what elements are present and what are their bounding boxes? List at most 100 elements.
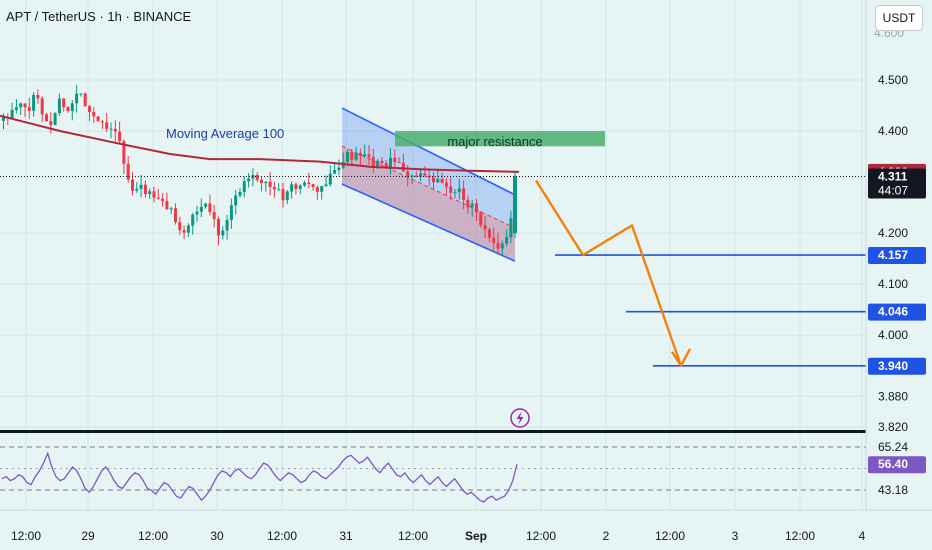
channel-lower-line[interactable] bbox=[341, 183, 516, 262]
resistance-zone[interactable]: major resistance bbox=[395, 131, 605, 149]
candle-body bbox=[298, 185, 302, 189]
candle-body bbox=[165, 201, 169, 210]
price-tick-label: 4.200 bbox=[878, 226, 908, 240]
rsi-value-tag bbox=[868, 456, 926, 474]
price-axis[interactable]: 4.6004.5004.4004.2004.1004.0003.8803.820… bbox=[865, 0, 932, 510]
candle-body bbox=[436, 178, 440, 183]
candle-body bbox=[272, 187, 276, 190]
candle-body bbox=[513, 176, 517, 234]
candle-body bbox=[238, 191, 242, 196]
candle-body bbox=[419, 173, 423, 177]
currency-button[interactable]: USDT bbox=[875, 5, 923, 31]
candle-body bbox=[376, 160, 380, 167]
candle-body bbox=[225, 220, 229, 231]
candle-body bbox=[178, 222, 182, 231]
last-price-tag bbox=[868, 168, 926, 199]
time-tick-label: 3 bbox=[732, 529, 739, 543]
candles bbox=[2, 85, 517, 257]
candle-body bbox=[509, 218, 513, 238]
candle-body bbox=[470, 203, 474, 208]
candle-body bbox=[496, 242, 500, 249]
candle-body bbox=[32, 94, 36, 111]
projection-line[interactable] bbox=[534, 179, 683, 367]
price-tick-label: 3.820 bbox=[878, 420, 908, 434]
candle-body bbox=[290, 184, 294, 192]
rsi-value-tag-label: 56.40 bbox=[878, 457, 908, 471]
time-tick-label: 12:00 bbox=[526, 529, 556, 543]
time-tick-label: 12:00 bbox=[267, 529, 297, 543]
channel-fill bbox=[342, 108, 515, 262]
projection-arrowhead bbox=[670, 348, 692, 367]
symbol-title[interactable]: APT / TetherUS · 1h · BINANCE bbox=[6, 9, 192, 24]
candle-body bbox=[294, 184, 298, 189]
bar-countdown: 44:07 bbox=[878, 183, 908, 197]
candle-body bbox=[62, 98, 66, 108]
time-tick-label: 31 bbox=[339, 529, 353, 543]
time-tick-label: 12:00 bbox=[655, 529, 685, 543]
rsi-axis-label: 65.24 bbox=[878, 440, 908, 454]
rsi-pane bbox=[0, 446, 866, 512]
candle-body bbox=[475, 203, 478, 213]
candle-body bbox=[221, 230, 225, 236]
candle-body bbox=[131, 179, 134, 191]
candle-body bbox=[462, 188, 466, 200]
channel-midline bbox=[341, 145, 516, 229]
candle-body bbox=[337, 167, 341, 170]
time-tick-label: 12:00 bbox=[11, 529, 41, 543]
candle-body bbox=[440, 178, 444, 183]
candle-body bbox=[27, 107, 31, 111]
candle-body bbox=[191, 214, 195, 226]
descending-channel[interactable] bbox=[341, 107, 516, 262]
candle-body bbox=[401, 162, 405, 172]
candle-body bbox=[242, 181, 246, 192]
resistance-zone-box[interactable] bbox=[395, 131, 605, 147]
candle-body bbox=[350, 152, 354, 160]
channel-fill-lower bbox=[342, 146, 515, 262]
candle-body bbox=[105, 122, 109, 129]
time-tick-label: 4 bbox=[859, 529, 866, 543]
candle-body bbox=[281, 189, 285, 201]
candle-body bbox=[148, 191, 152, 195]
candle-body bbox=[122, 141, 126, 164]
candle-body bbox=[208, 203, 212, 213]
time-tick-label: 12:00 bbox=[138, 529, 168, 543]
candle-body bbox=[453, 192, 457, 194]
candle-body bbox=[444, 182, 448, 187]
candle-body bbox=[229, 205, 233, 221]
candle-body bbox=[217, 219, 220, 236]
candle-body bbox=[57, 98, 61, 114]
candle-body bbox=[311, 184, 315, 188]
lightning-icon[interactable] bbox=[510, 408, 530, 428]
pane-divider[interactable] bbox=[0, 430, 932, 433]
candle-body bbox=[109, 128, 113, 130]
candle-body bbox=[2, 117, 5, 121]
price-tag-label: 4.157 bbox=[878, 248, 908, 262]
candle-body bbox=[492, 237, 496, 243]
candle-body bbox=[307, 182, 311, 185]
candle-body bbox=[212, 212, 216, 220]
lightning-icon-bolt bbox=[516, 411, 524, 425]
candle-body bbox=[75, 93, 79, 104]
candle-body bbox=[10, 109, 14, 119]
time-axis[interactable]: 12:00 29 12:00 30 12:00 31 12:00 Sep 12:00 2 12:00… bbox=[0, 509, 932, 550]
candle-body bbox=[135, 188, 139, 191]
candle-body bbox=[423, 173, 427, 176]
candle-body bbox=[285, 191, 289, 201]
support-levels[interactable] bbox=[555, 254, 866, 367]
candle-body bbox=[432, 177, 435, 183]
channel-upper-line[interactable] bbox=[341, 107, 516, 196]
candle-body bbox=[96, 116, 100, 122]
price-tick-label: 4.400 bbox=[878, 124, 908, 138]
candle-body bbox=[255, 174, 259, 180]
candle-body bbox=[118, 131, 122, 142]
candle-body bbox=[174, 208, 177, 223]
candle-body bbox=[483, 225, 487, 230]
candle-body bbox=[45, 114, 48, 122]
pane-divider-bar[interactable] bbox=[0, 430, 932, 433]
candle-body bbox=[182, 230, 186, 233]
candle-body bbox=[53, 113, 57, 125]
projection-path[interactable] bbox=[534, 179, 692, 367]
moving-average-path bbox=[0, 114, 520, 173]
candle-body bbox=[70, 103, 74, 112]
